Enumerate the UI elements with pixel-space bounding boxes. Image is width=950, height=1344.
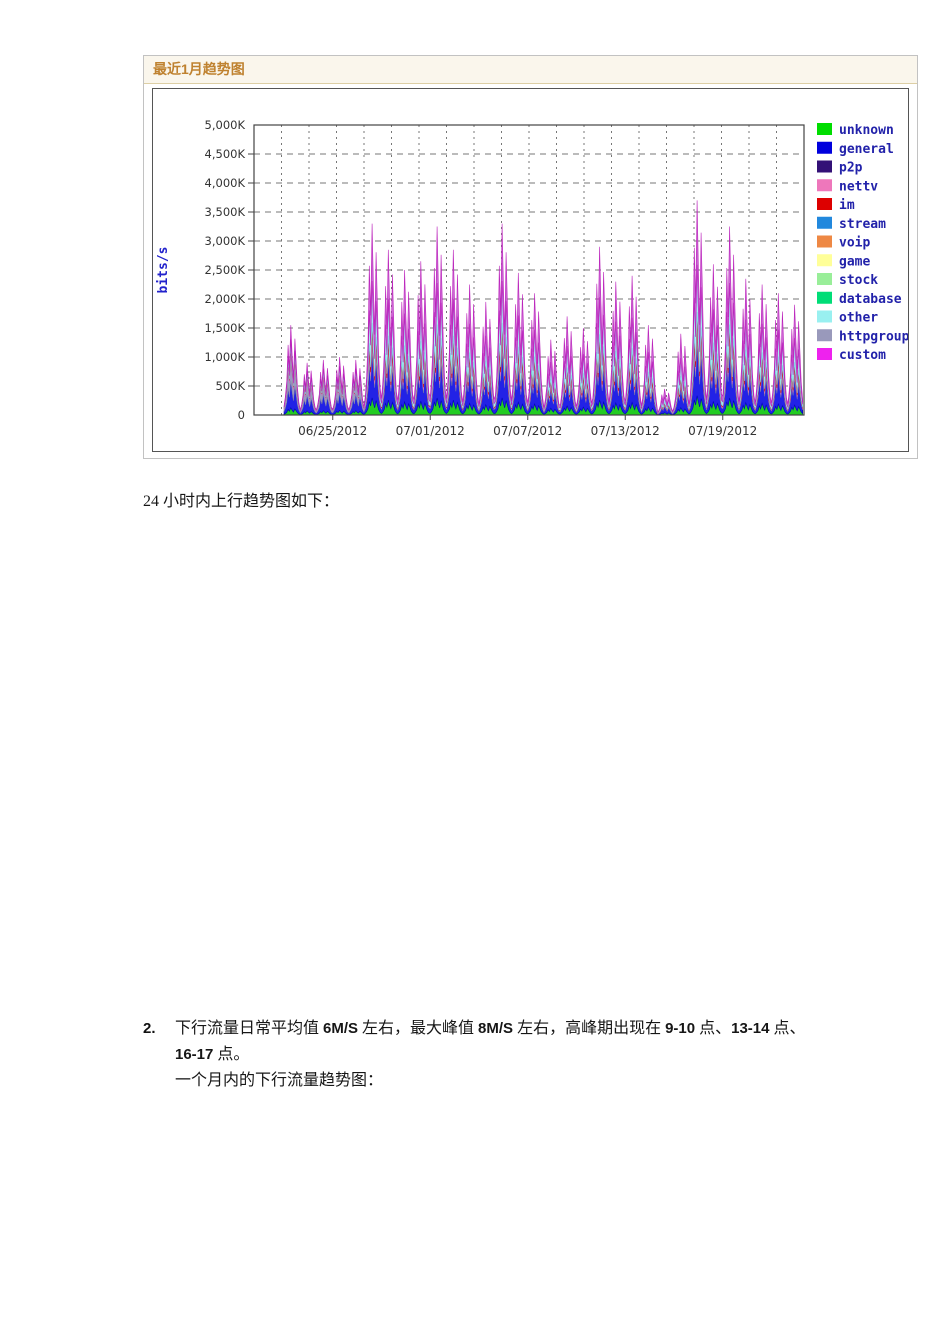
svg-text:bits/s: bits/s <box>156 247 171 294</box>
upstream-caption: 24 小时内上行趋势图如下： <box>143 493 340 510</box>
trend-chart-frame: 0 500K 1,000K 1,500K 2,000K 2,500K 3,000K 3,500… <box>152 88 909 452</box>
svg-text:nettv: nettv <box>839 179 878 194</box>
svg-text:im: im <box>839 198 855 213</box>
svg-text:07/19/2012: 07/19/2012 <box>688 424 757 438</box>
svg-text:1,000K: 1,000K <box>205 350 246 364</box>
svg-text:voip: voip <box>839 236 870 251</box>
svg-text:5,000K: 5,000K <box>205 118 246 132</box>
svg-text:3,000K: 3,000K <box>205 234 246 248</box>
list-item-2: 2. 下行流量日常平均值 6M/S 左右，最大峰值 8M/S 左右，高峰期出现在… <box>143 1016 843 1094</box>
svg-text:general: general <box>839 142 894 157</box>
svg-text:database: database <box>839 292 902 307</box>
svg-text:1,500K: 1,500K <box>205 321 246 335</box>
svg-text:0: 0 <box>238 408 245 422</box>
monthly-trend-panel: 最近1月趋势图 0 500K 1,000K 1,500K 2,000K 2,500K 3,0… <box>143 55 918 459</box>
svg-text:06/25/2012: 06/25/2012 <box>298 424 367 438</box>
svg-text:custom: custom <box>839 348 886 363</box>
svg-text:stream: stream <box>839 217 886 232</box>
svg-text:p2p: p2p <box>839 161 863 176</box>
svg-text:httpgroup: httpgroup <box>839 329 908 344</box>
list-item-number: 2. <box>143 1020 156 1037</box>
list-item-body: 下行流量日常平均值 6M/S 左右，最大峰值 8M/S 左右，高峰期出现在 9-… <box>175 1016 820 1094</box>
svg-text:4,500K: 4,500K <box>205 147 246 161</box>
item2-line2: 一个月内的下行流量趋势图： <box>175 1072 384 1089</box>
panel-title: 最近1月趋势图 <box>144 56 917 84</box>
svg-text:07/13/2012: 07/13/2012 <box>591 424 660 438</box>
svg-text:game: game <box>839 254 870 269</box>
trend-chart-svg: 0 500K 1,000K 1,500K 2,000K 2,500K 3,000K 3,500… <box>156 118 908 438</box>
svg-text:unknown: unknown <box>839 123 894 138</box>
svg-text:500K: 500K <box>216 379 246 393</box>
svg-text:4,000K: 4,000K <box>205 176 246 190</box>
svg-text:stock: stock <box>839 273 878 288</box>
svg-text:07/01/2012: 07/01/2012 <box>396 424 465 438</box>
svg-text:2,000K: 2,000K <box>205 292 246 306</box>
svg-text:other: other <box>839 311 878 326</box>
svg-text:2,500K: 2,500K <box>205 263 246 277</box>
item2-text: 下行流量日常平均值 6M/S 左右，最大峰值 8M/S 左右，高峰期出现在 9-… <box>175 1020 806 1063</box>
svg-text:07/07/2012: 07/07/2012 <box>493 424 562 438</box>
svg-text:3,500K: 3,500K <box>205 205 246 219</box>
